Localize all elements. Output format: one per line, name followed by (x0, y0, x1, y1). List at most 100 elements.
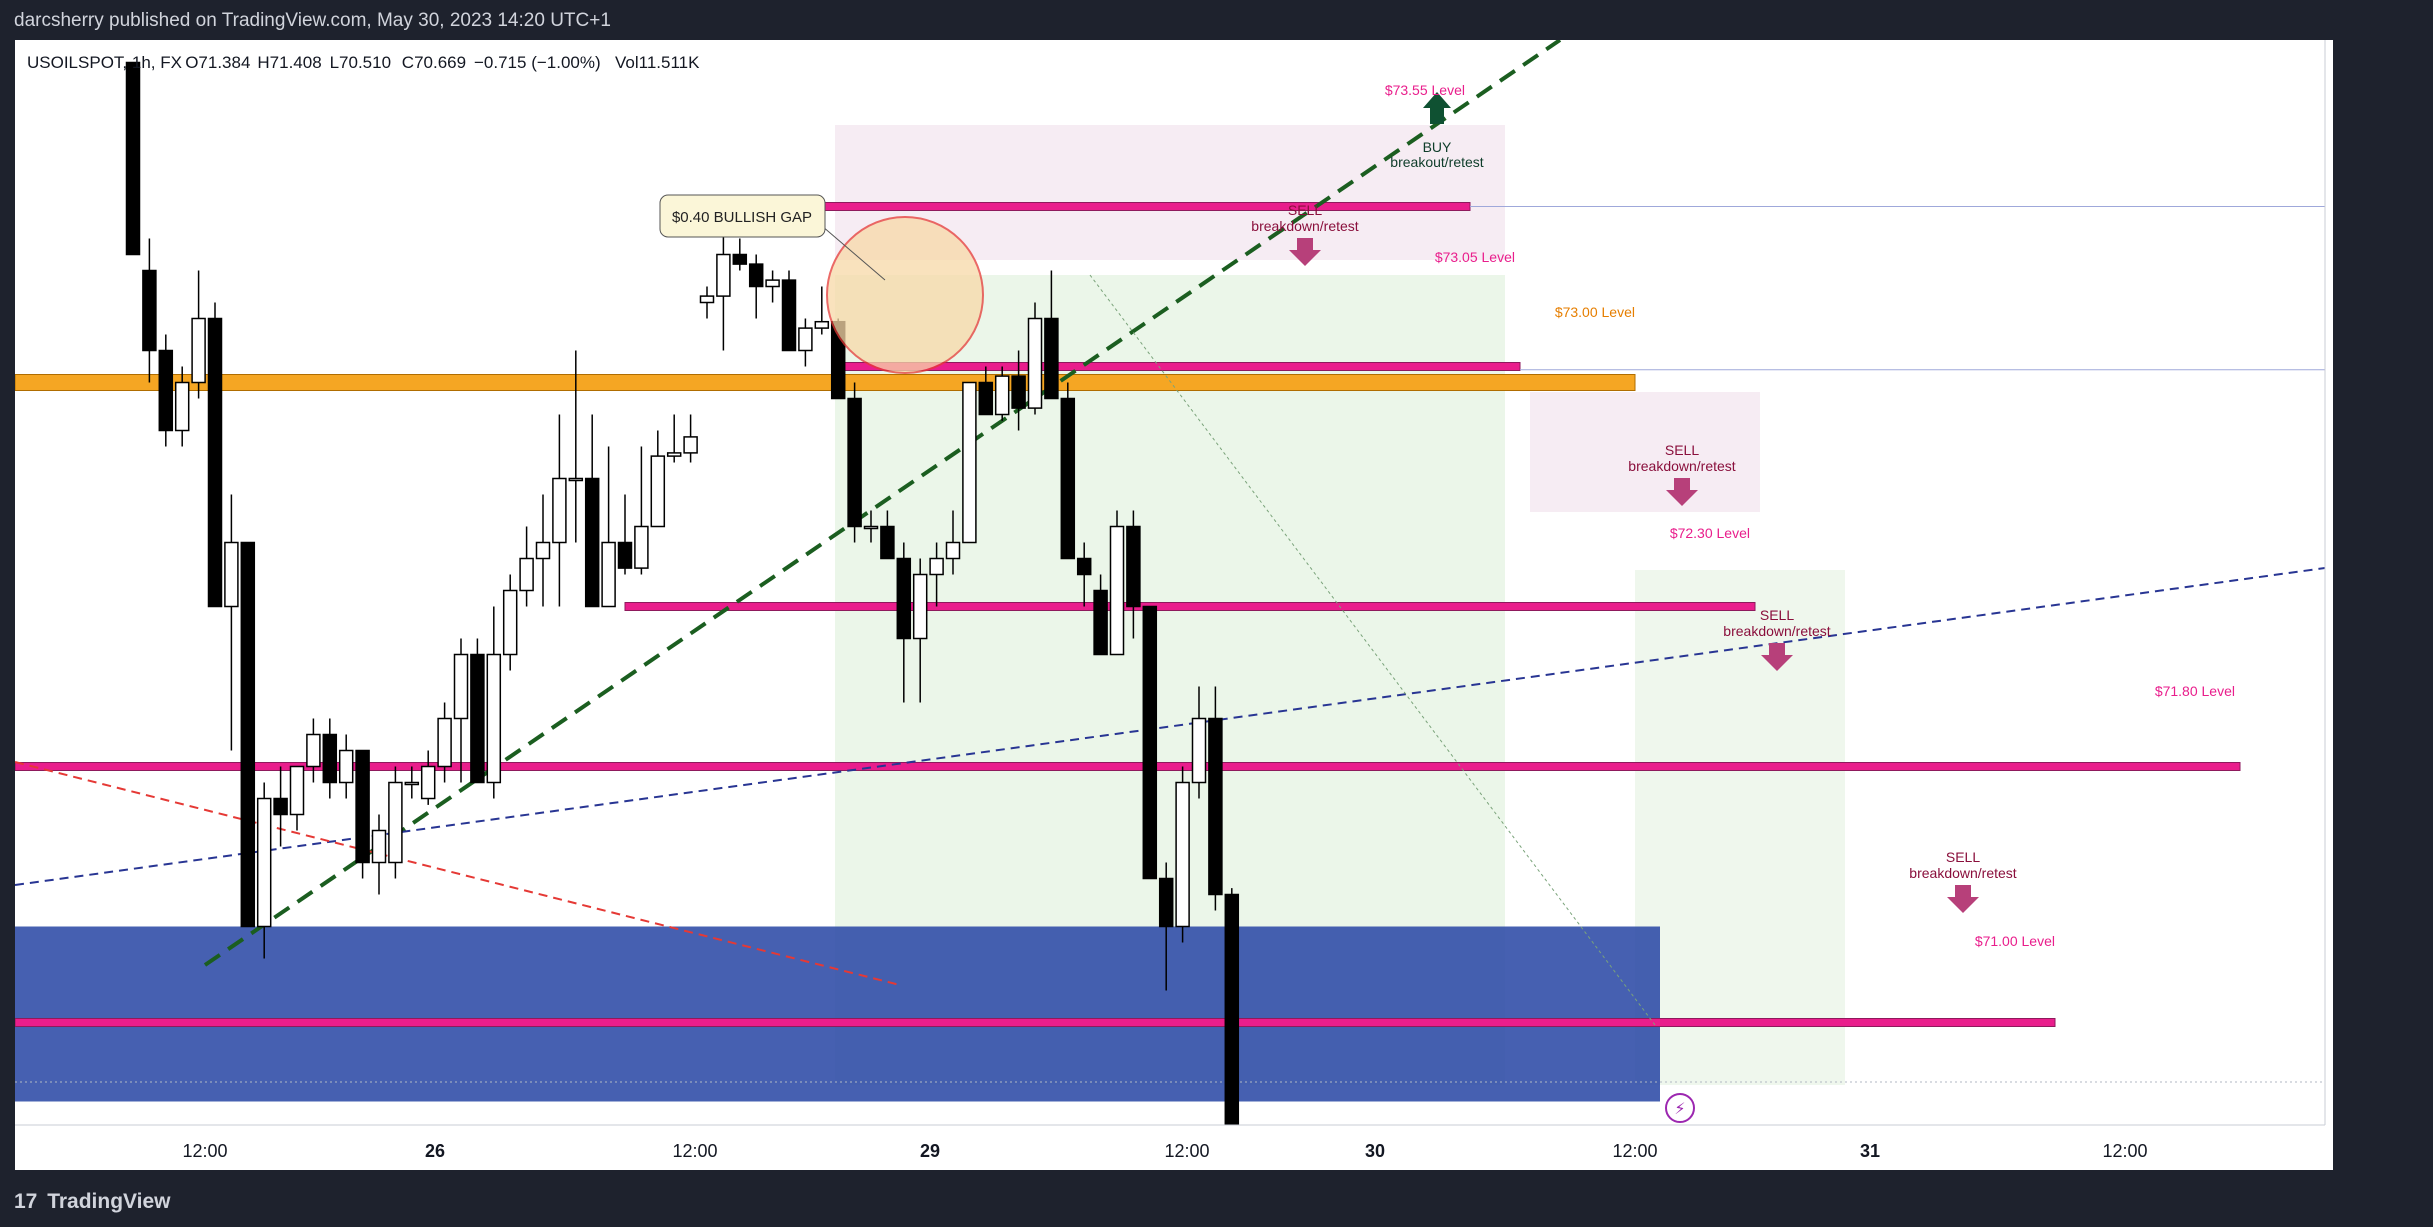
candle-body (978, 381, 994, 416)
x-tick-label: 12:00 (182, 1141, 227, 1161)
candle-body (584, 477, 600, 608)
candle-body (158, 349, 174, 432)
sell-4-sub: breakdown/retest (1909, 865, 2017, 881)
candle-body (388, 781, 403, 864)
footer: 17 TradingView (0, 1172, 2433, 1227)
candle-body (502, 589, 518, 656)
candle-body (880, 525, 895, 560)
candle-body (912, 573, 928, 640)
candle-body (1208, 717, 1223, 896)
candle-body (207, 317, 223, 608)
buy-sub: breakout/retest (1390, 154, 1483, 170)
label-7300: $73.00 Level (1555, 304, 1635, 320)
buy-arrow (1423, 92, 1451, 124)
publisher-text: darcsherry published on TradingView.com,… (14, 10, 611, 31)
sell-1-sub: breakdown/retest (1251, 218, 1359, 234)
sell-1-label: SELL (1288, 202, 1322, 218)
price-chart[interactable]: $0.40 BULLISH GAP SELLbreakdown/retestSEL… (15, 40, 2333, 1170)
candle-body (174, 381, 190, 432)
green-zone-right (1635, 570, 1845, 1085)
candle-body (699, 295, 715, 304)
legend-item-4: C70.669 (402, 53, 466, 72)
legend-item-6: Vol11.511K (615, 53, 700, 72)
candle-body (437, 717, 452, 768)
level-line-4 (15, 1018, 2056, 1027)
gap-callout-box (659, 194, 826, 238)
level-line-2 (624, 602, 1756, 611)
candle-body (306, 733, 321, 768)
candle-body (420, 765, 436, 800)
candle-body (256, 797, 272, 928)
sell-4-arrow (1947, 885, 1979, 913)
sell-2-arrow (1666, 478, 1698, 506)
candle-body (453, 653, 469, 720)
candle-body (732, 253, 748, 265)
publisher-bar: darcsherry published on TradingView.com,… (0, 0, 2433, 40)
x-axis-bg (15, 1125, 2333, 1170)
candle-body (1109, 525, 1125, 656)
demand-zone (15, 926, 1660, 1102)
lightning-circle (1665, 1093, 1695, 1123)
label-7180: $71.80 Level (2155, 683, 2235, 699)
price-axis-panel[interactable] (2333, 40, 2433, 1170)
candle-body (1011, 375, 1026, 409)
sell-2-label: SELL (1665, 442, 1699, 458)
gap-circle (826, 216, 984, 374)
candle-body (1027, 317, 1043, 409)
candle-body (1191, 717, 1207, 784)
candle-body (1093, 589, 1108, 656)
chart-area[interactable]: $0.40 BULLISH GAP SELL breakdown/retest SEL… (15, 40, 2333, 1170)
candle-body (1142, 605, 1158, 880)
candle-body (748, 263, 764, 288)
candle-body (273, 797, 288, 816)
candle-body (470, 653, 485, 784)
x-tick-label: 29 (920, 1141, 940, 1161)
sell-3-sub: breakdown/retest (1723, 623, 1831, 639)
x-tick-label: 30 (1365, 1141, 1385, 1161)
label-7355: $73.55 Level (1385, 82, 1465, 98)
brand-name: TradingView (47, 1190, 171, 1213)
candle-body (371, 829, 387, 864)
tradingview-logo-icon: 17 (14, 1190, 38, 1213)
candle-body (896, 557, 912, 640)
lightning-icon: ⚡ (1674, 1099, 1685, 1118)
sell-2-sub: breakdown/retest (1628, 458, 1736, 474)
orange-level-line (15, 374, 1636, 391)
candle-body (1060, 397, 1076, 560)
candle-body (568, 477, 584, 482)
candle-body (798, 327, 813, 352)
candle-body (289, 765, 305, 816)
candle-body (666, 452, 682, 457)
x-tick-label: 12:00 (1612, 1141, 1657, 1161)
candle-body (945, 541, 961, 560)
candle-body (650, 455, 666, 528)
x-tick-label: 12:00 (2102, 1141, 2147, 1161)
candle-body (224, 541, 239, 608)
candle-body (535, 541, 551, 560)
candle-body (1224, 893, 1240, 1129)
x-tick-label: 31 (1860, 1141, 1880, 1161)
legend-item-1: O71.384 (185, 53, 250, 72)
candle-body (1076, 557, 1092, 576)
candle-body (355, 749, 370, 864)
candle-body (1044, 317, 1059, 400)
legend-item-3: L70.510 (330, 53, 391, 72)
x-tick-label: 12:00 (672, 1141, 717, 1161)
sell-3-arrow (1761, 643, 1793, 671)
sell-zone-mid (1530, 392, 1760, 512)
legend-item-0: USOILSPOT, 1h, FX (27, 53, 182, 72)
tradingview-logo[interactable]: 17 TradingView (14, 1190, 171, 1214)
candle-body (486, 653, 502, 784)
candle-body (962, 381, 977, 544)
buy-label: BUY (1423, 139, 1452, 155)
candle-body (322, 733, 338, 784)
candle-body (716, 253, 731, 297)
candle-body (404, 781, 420, 786)
trendline-red (15, 761, 901, 986)
x-tick-label: 26 (425, 1141, 445, 1161)
label-7100: $71.00 Level (1975, 933, 2055, 949)
candle-body (1175, 781, 1190, 928)
level-line-3 (15, 762, 2241, 771)
sell-3-label: SELL (1760, 607, 1794, 623)
callout-pointer (814, 219, 886, 281)
